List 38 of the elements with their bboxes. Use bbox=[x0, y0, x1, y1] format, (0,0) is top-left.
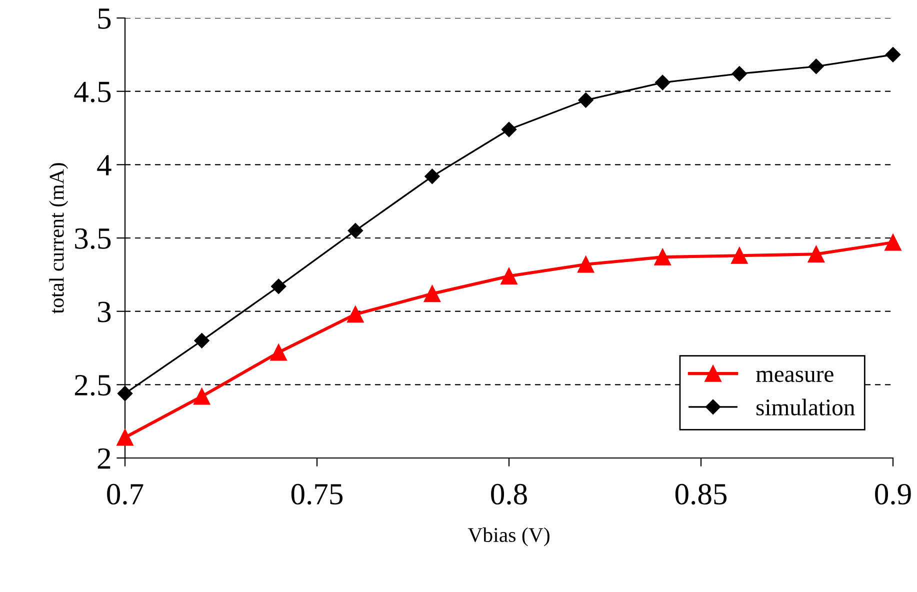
x-tick-label: 0.7 bbox=[107, 484, 144, 505]
point bbox=[271, 278, 286, 294]
x-tick-label: 0.9 bbox=[875, 484, 911, 505]
point bbox=[347, 306, 364, 323]
point bbox=[884, 234, 902, 251]
point bbox=[348, 223, 363, 238]
y-tick-label: 3 bbox=[98, 302, 111, 322]
point bbox=[808, 246, 825, 262]
x-axis-title: Vbias (V) bbox=[468, 527, 550, 546]
point bbox=[655, 74, 670, 90]
point bbox=[424, 285, 441, 302]
point bbox=[193, 388, 210, 405]
point bbox=[501, 122, 517, 138]
point bbox=[578, 92, 594, 108]
point bbox=[808, 58, 824, 74]
point bbox=[116, 429, 134, 446]
x-tick-label: 0.85 bbox=[675, 484, 727, 505]
point bbox=[270, 344, 287, 361]
point bbox=[654, 248, 671, 266]
legend-label: measure bbox=[756, 370, 834, 382]
point bbox=[577, 256, 594, 273]
y-tick-label: 4 bbox=[97, 155, 112, 176]
x-tick-label: 0.8 bbox=[491, 484, 527, 505]
point bbox=[500, 268, 518, 284]
x-tick-label: 0.75 bbox=[291, 484, 343, 505]
point bbox=[424, 168, 440, 184]
y-tick-label: 5 bbox=[98, 8, 111, 29]
point bbox=[117, 386, 133, 402]
y-tick-label: 2 bbox=[98, 448, 110, 469]
legend-label: simulation bbox=[756, 398, 855, 416]
y-tick-label: 3.5 bbox=[75, 228, 111, 250]
point bbox=[885, 47, 901, 62]
y-tick-label: 4.5 bbox=[74, 82, 111, 102]
point bbox=[731, 247, 748, 264]
y-axis-title: total current (mA) bbox=[49, 163, 68, 314]
point bbox=[194, 333, 210, 348]
point bbox=[732, 66, 747, 82]
y-tick-label: 2.5 bbox=[74, 375, 111, 396]
